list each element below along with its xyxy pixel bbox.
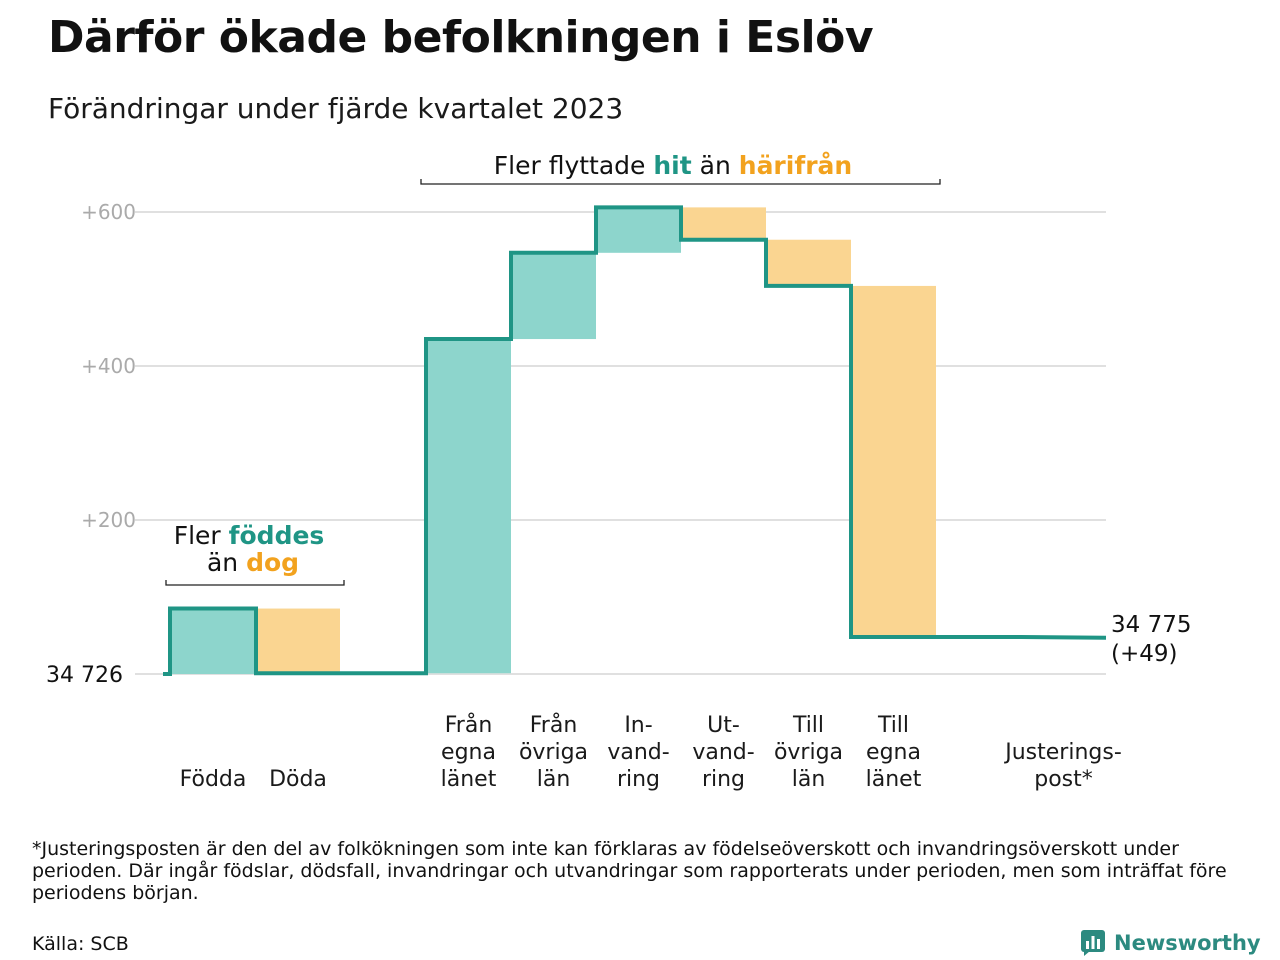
source-label: Källa: SCB (32, 933, 129, 955)
chart-title: Därför ökade befolkningen i Eslöv (48, 12, 874, 63)
category-label: Födda (180, 767, 247, 792)
category-label: länet (866, 767, 922, 792)
category-label: Ut- (707, 713, 740, 738)
category-label: länet (441, 767, 497, 792)
chart-subtitle: Förändringar under fjärde kvartalet 2023 (48, 92, 624, 125)
brand-logo: Newsworthy (1080, 928, 1261, 958)
category-label: vand- (607, 740, 669, 765)
moves-annotation-highlight: härifrån (739, 151, 852, 180)
start-value-label: 34 726 (46, 663, 123, 688)
births-annotation-line2: än dog (207, 548, 299, 577)
category-label: post* (1034, 767, 1093, 792)
category-label: Döda (269, 767, 327, 792)
births-annotation-line1: Fler föddes (174, 521, 325, 550)
waterfall-bar (256, 608, 340, 674)
net-change-label: (+49) (1111, 641, 1177, 667)
footnote: *Justeringsposten är den del av folkökni… (32, 838, 1227, 904)
births-bracket (165, 580, 345, 586)
category-label: övriga (519, 740, 588, 765)
y-tick-label: +200 (81, 508, 136, 532)
category-label: Från (530, 712, 578, 738)
category-label: län (537, 767, 571, 792)
category-label: övriga (774, 740, 843, 765)
waterfall-bar (596, 207, 681, 253)
step-line (163, 205, 1107, 676)
newsworthy-icon (1081, 930, 1105, 956)
moves-annotation-highlight: hit (653, 151, 691, 180)
waterfall-bar (681, 207, 766, 240)
births-annotation-text: Fler (174, 521, 229, 550)
end-value-label: 34 775 (1111, 612, 1191, 638)
moves-bracket (420, 179, 941, 185)
category-label: egna (866, 740, 921, 765)
moves-annotation-text: än (692, 151, 739, 180)
brand-name: Newsworthy (1114, 931, 1261, 955)
category-label: ring (617, 767, 660, 792)
category-label: ring (702, 767, 745, 792)
y-tick-label: +400 (81, 354, 136, 378)
category-label: Till (792, 713, 824, 738)
category-label: län (792, 767, 826, 792)
moves-annotation: Fler flyttade hit än härifrån (494, 151, 852, 180)
waterfall-bar (851, 285, 936, 638)
moves-annotation-text: Fler flyttade (494, 151, 654, 180)
births-annotation-highlight: föddes (229, 521, 325, 550)
waterfall-bar (766, 239, 851, 286)
category-label: egna (441, 740, 496, 765)
births-annotation-text: än (207, 548, 246, 577)
waterfall-bar (511, 252, 596, 340)
category-label: vand- (692, 740, 754, 765)
waterfall-bar (170, 608, 256, 674)
y-tick-label: +600 (81, 200, 136, 224)
category-label: Från (445, 712, 493, 738)
waterfall-bar (426, 339, 511, 674)
category-label: Till (877, 713, 909, 738)
births-annotation-highlight: dog (246, 548, 299, 577)
category-label: Justerings- (1003, 740, 1122, 765)
category-label: In- (624, 713, 652, 738)
